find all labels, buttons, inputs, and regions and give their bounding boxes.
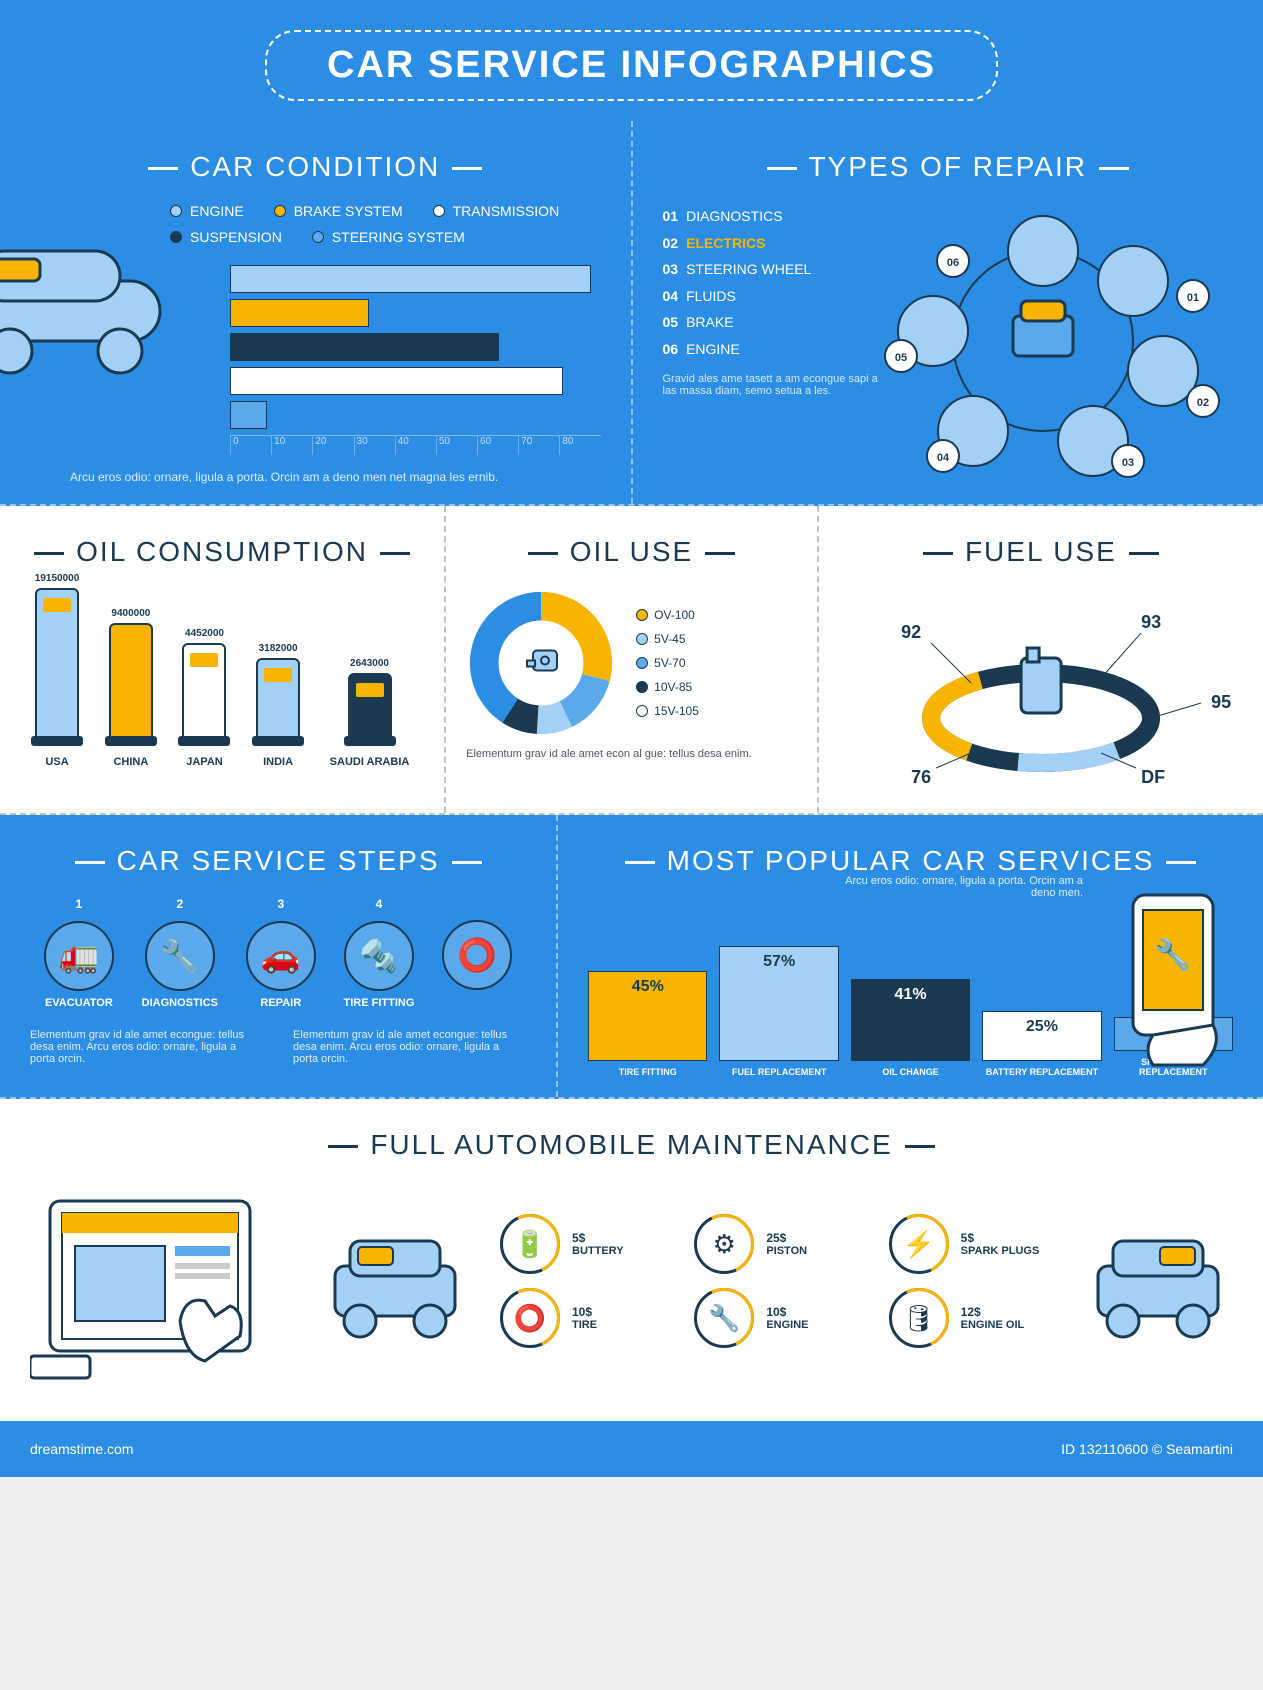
condition-title: CAR CONDITION [30, 151, 601, 183]
footer-left: dreamstime.com [30, 1441, 133, 1457]
fuel-ring-chart: 92 93 95 DF 76 [839, 588, 1243, 788]
popular-title: MOST POPULAR CAR SERVICES [588, 845, 1233, 877]
oiluse-title: OIL USE [466, 536, 797, 568]
svg-text:76: 76 [911, 767, 931, 787]
oiluse-note: Elementum grav id ale amet econ al gue: … [466, 748, 797, 760]
popular-bar: 45%TIRE FITTING [588, 971, 707, 1077]
step-item: 1🚛EVACUATOR [44, 897, 114, 1009]
header: CAR SERVICE INFOGRAPHICS [0, 0, 1263, 121]
consumption-title: OIL CONSUMPTION [20, 536, 424, 568]
steps-title: CAR SERVICE STEPS [30, 845, 526, 877]
bar-row [230, 333, 601, 361]
popular-bar: 25%BATTERY REPLACEMENT [982, 1011, 1101, 1077]
step-item: 3🚗REPAIR [246, 897, 316, 1009]
bar-row [230, 401, 601, 429]
row-steps-popular: CAR SERVICE STEPS 1🚛EVACUATOR 2🔧DIAGNOSTI… [0, 815, 1263, 1099]
svg-text:01: 01 [1187, 292, 1199, 304]
pump-item: 9400000 CHINA [109, 608, 153, 768]
phone-hand-icon: 🔧 [1093, 875, 1243, 1075]
legend-item: 15V-105 [636, 699, 699, 723]
repair-title: TYPES OF REPAIR [663, 151, 1234, 183]
maintenance-item: ⚡5$SPARK PLUGS [889, 1214, 1053, 1274]
pump-item: 3182000 INDIA [256, 643, 300, 768]
fuel-use-panel: FUEL USE 92 93 95 DF 76 [819, 506, 1263, 813]
step-item: 4🔩TIRE FITTING [344, 897, 415, 1009]
maintenance-item: ⚙25$PISTON [694, 1214, 858, 1274]
svg-text:DF: DF [1141, 767, 1165, 787]
svg-text:05: 05 [895, 352, 907, 364]
row-condition-repair: CAR CONDITION ENGINE BRAKE SYSTEM TRANSMIS… [0, 121, 1263, 506]
car-condition-panel: CAR CONDITION ENGINE BRAKE SYSTEM TRANSMIS… [0, 121, 633, 504]
oil-legend: OV-1005V-455V-7010V-8515V-105 [636, 603, 699, 723]
svg-text:92: 92 [901, 622, 921, 642]
tablet-hand-icon [30, 1181, 290, 1381]
condition-legend: ENGINE BRAKE SYSTEM TRANSMISSION SUSPENSION… [170, 203, 601, 245]
oil-use-panel: OIL USE OV-1005V-455V-7010V-8515V-105 El… [446, 506, 819, 813]
pump-chart: 19150000 USA9400000 CHINA4452000 JAPAN31… [20, 588, 424, 768]
svg-text:03: 03 [1122, 457, 1134, 469]
steps-row: 1🚛EVACUATOR 2🔧DIAGNOSTICS 3🚗REPAIR 4🔩TIRE F… [30, 897, 526, 1009]
bar-row [230, 265, 601, 293]
fueluse-title: FUEL USE [839, 536, 1243, 568]
service-steps-panel: CAR SERVICE STEPS 1🚛EVACUATOR 2🔧DIAGNOSTI… [0, 815, 558, 1097]
legend-item: 5V-70 [636, 651, 699, 675]
maintenance-panel: FULL AUTOMOBILE MAINTENANCE 🔋5$B [0, 1099, 1263, 1421]
maintenance-title: FULL AUTOMOBILE MAINTENANCE [30, 1129, 1233, 1161]
condition-bars [230, 265, 601, 429]
pump-item: 2643000 SAUDI ARABIA [330, 658, 410, 768]
condition-note: Arcu eros odio: ornare, ligula a porta. … [70, 470, 601, 484]
bar-row [230, 367, 601, 395]
oil-can-icon [521, 641, 561, 686]
legend-item: STEERING SYSTEM [312, 229, 465, 245]
repair-diagram-icon: 06 01 02 03 04 05 [853, 201, 1233, 481]
oil-consumption-panel: OIL CONSUMPTION 19150000 USA 9400000 CHIN… [0, 506, 446, 813]
legend-item: 10V-85 [636, 675, 699, 699]
pump-item: 19150000 USA [35, 573, 80, 768]
car-front-left-icon [320, 1221, 470, 1341]
repair-types-panel: TYPES OF REPAIR 01DIAGNOSTICS02ELECTRICS… [633, 121, 1263, 504]
maintenance-item: 🔋5$BUTTERY [500, 1214, 664, 1274]
pump-item: 4452000 JAPAN [182, 628, 226, 768]
step-item: 2🔧DIAGNOSTICS [142, 897, 218, 1009]
maintenance-item: 🔧10$ENGINE [694, 1288, 858, 1348]
legend-item: SUSPENSION [170, 229, 282, 245]
svg-text:06: 06 [947, 257, 959, 269]
popular-bar: 41%OIL CHANGE [851, 979, 970, 1077]
footer-right: ID 132110600 © Seamartini [1061, 1441, 1233, 1457]
popular-bar: 57%FUEL REPLACEMENT [719, 946, 838, 1077]
legend-item: OV-100 [636, 603, 699, 627]
bar-row [230, 299, 601, 327]
oil-donut-chart [466, 588, 616, 738]
condition-axis: 01020304050607080 [230, 435, 601, 455]
car-icon [0, 241, 180, 381]
repair-note: Gravid ales ame tasett a am econgue sapi… [663, 373, 883, 397]
main-title: CAR SERVICE INFOGRAPHICS [265, 30, 998, 101]
popular-services-panel: MOST POPULAR CAR SERVICES Arcu eros odio… [558, 815, 1263, 1097]
popular-note: Arcu eros odio: ornare, ligula a porta. … [823, 875, 1083, 899]
legend-item: ENGINE [170, 203, 244, 219]
svg-text:02: 02 [1197, 397, 1209, 409]
footer: dreamstime.com ID 132110600 © Seamartini [0, 1421, 1263, 1477]
car-front-right-icon [1083, 1221, 1233, 1341]
steps-note-1: Elementum grav id ale amet econgue: tell… [30, 1029, 263, 1065]
row-oil-fuel: OIL CONSUMPTION 19150000 USA 9400000 CHIN… [0, 506, 1263, 815]
maintenance-item: 🛢12$ENGINE OIL [889, 1288, 1053, 1348]
svg-text:95: 95 [1211, 692, 1231, 712]
steps-note-2: Elementum grav id ale amet econgue: tell… [293, 1029, 526, 1065]
legend-item: BRAKE SYSTEM [274, 203, 403, 219]
legend-item: TRANSMISSION [433, 203, 560, 219]
svg-text:04: 04 [937, 452, 950, 464]
step-item: ⭕ [442, 910, 512, 996]
svg-text:🔧: 🔧 [1154, 936, 1191, 972]
legend-item: 5V-45 [636, 627, 699, 651]
svg-text:93: 93 [1141, 612, 1161, 632]
maintenance-items: 🔋5$BUTTERY ⚙25$PISTON ⚡5$SPARK PLUGS ⭕10$TI… [500, 1214, 1053, 1348]
maintenance-item: ⭕10$TIRE [500, 1288, 664, 1348]
